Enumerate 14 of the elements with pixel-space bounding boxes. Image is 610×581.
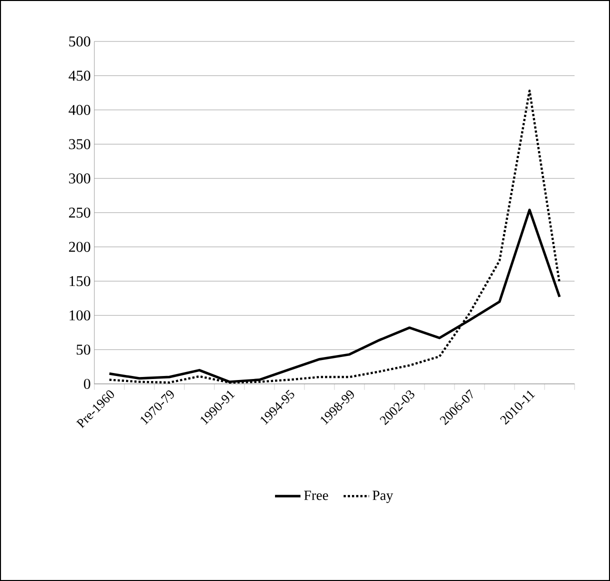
y-tick-label: 450 bbox=[68, 70, 90, 81]
y-tick-label: 150 bbox=[70, 276, 90, 286]
y-tick-label: 100 bbox=[70, 310, 90, 320]
y-tick-label: 500 bbox=[69, 36, 90, 46]
y-tick-label: 300 bbox=[69, 173, 90, 184]
y-tick-label: 50 bbox=[76, 344, 90, 355]
line-series bbox=[108, 90, 561, 384]
y-tick-label: 0 bbox=[84, 378, 90, 389]
legend-label: Free bbox=[304, 490, 328, 500]
y-tick-label: 400 bbox=[68, 104, 90, 115]
y-tick-label: 350 bbox=[69, 139, 90, 150]
y-tick-label: 200 bbox=[69, 242, 90, 252]
legend-label: Pay bbox=[372, 490, 394, 503]
y-tick-label: 250 bbox=[69, 208, 90, 218]
